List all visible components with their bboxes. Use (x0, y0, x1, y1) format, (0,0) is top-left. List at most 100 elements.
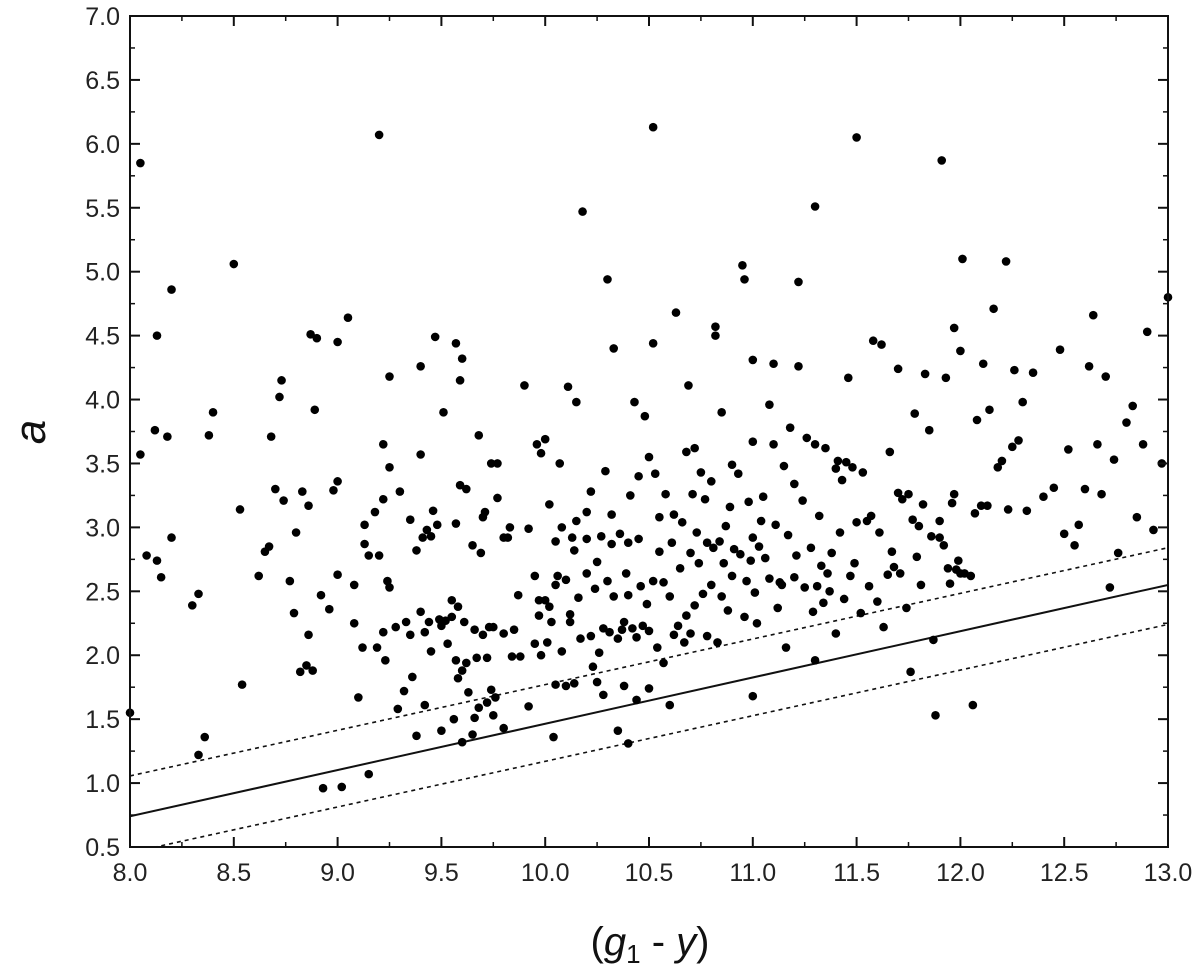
data-point (958, 254, 967, 264)
data-point (613, 634, 623, 643)
data-point (895, 569, 905, 578)
data-point (706, 580, 716, 590)
x-title-close-paren: ) (696, 920, 709, 964)
data-point (399, 686, 409, 696)
data-point (1055, 345, 1065, 354)
data-point (354, 693, 363, 702)
data-point (949, 323, 959, 333)
data-point (318, 783, 328, 793)
x-tick-label: 10.5 (625, 859, 674, 887)
data-point (457, 354, 467, 363)
data-point (626, 491, 635, 500)
data-point (893, 488, 903, 498)
data-point (561, 575, 571, 585)
data-point (623, 590, 633, 600)
data-point (615, 529, 625, 539)
data-point (792, 551, 801, 560)
data-point (459, 617, 469, 627)
data-point (599, 690, 608, 700)
data-point (364, 551, 374, 560)
data-point (806, 543, 816, 553)
data-point (794, 277, 803, 287)
data-point (470, 625, 479, 634)
data-point (136, 450, 145, 459)
data-point (136, 158, 145, 168)
data-point (582, 534, 592, 544)
data-point (779, 461, 789, 471)
data-point (877, 340, 886, 349)
data-point (856, 608, 866, 618)
data-point (275, 392, 284, 402)
data-point (769, 359, 778, 369)
data-point (790, 479, 799, 489)
fit-line (130, 583, 1168, 818)
data-point (596, 532, 606, 541)
data-point (765, 574, 774, 583)
data-point (474, 703, 484, 712)
data-point (661, 489, 670, 499)
data-point (453, 602, 463, 611)
data-point (385, 372, 394, 381)
data-point (486, 459, 496, 468)
data-point (1080, 484, 1090, 494)
data-point (1049, 483, 1059, 493)
data-point (696, 468, 706, 477)
data-point (547, 617, 556, 627)
data-point (879, 622, 888, 632)
data-point (935, 533, 944, 542)
data-point (736, 549, 745, 559)
data-point (557, 523, 567, 532)
data-point (972, 415, 982, 425)
data-point (713, 638, 722, 647)
data-point (927, 532, 936, 541)
data-point (1064, 445, 1073, 454)
data-point (534, 611, 544, 620)
data-point (621, 569, 631, 578)
data-point (848, 462, 857, 472)
data-point (312, 333, 322, 343)
data-point (756, 516, 766, 526)
data-point (1059, 529, 1069, 539)
data-point (349, 618, 359, 628)
data-point (748, 355, 758, 365)
data-point (690, 443, 699, 453)
data-point (802, 433, 812, 443)
data-point (702, 631, 712, 641)
data-point (453, 673, 463, 683)
data-point (887, 547, 897, 556)
data-point (949, 489, 959, 499)
data-point (167, 533, 176, 542)
data-point (679, 638, 689, 647)
data-point (945, 579, 955, 588)
data-point (279, 496, 288, 505)
data-point (343, 313, 353, 323)
data-point (748, 437, 758, 447)
data-point (565, 617, 575, 627)
data-point (883, 570, 893, 579)
data-point (665, 700, 675, 710)
data-point (814, 511, 824, 521)
data-point (437, 726, 446, 735)
data-point (688, 489, 697, 499)
data-point (480, 507, 490, 517)
data-point (632, 633, 641, 642)
data-point (555, 459, 565, 468)
data-point (337, 782, 347, 792)
data-point (381, 656, 390, 665)
data-point (740, 275, 749, 284)
data-point (644, 452, 654, 462)
data-point (821, 443, 830, 453)
data-point (665, 592, 675, 601)
data-point (358, 643, 367, 652)
data-point (765, 400, 774, 409)
data-point (1093, 439, 1102, 449)
data-point (682, 447, 691, 457)
data-point (229, 259, 239, 269)
data-point (754, 542, 764, 551)
data-point (200, 732, 210, 742)
data-point (439, 408, 448, 417)
data-point (675, 563, 685, 573)
data-point (941, 373, 951, 383)
data-point (846, 571, 855, 581)
data-point (447, 612, 457, 622)
